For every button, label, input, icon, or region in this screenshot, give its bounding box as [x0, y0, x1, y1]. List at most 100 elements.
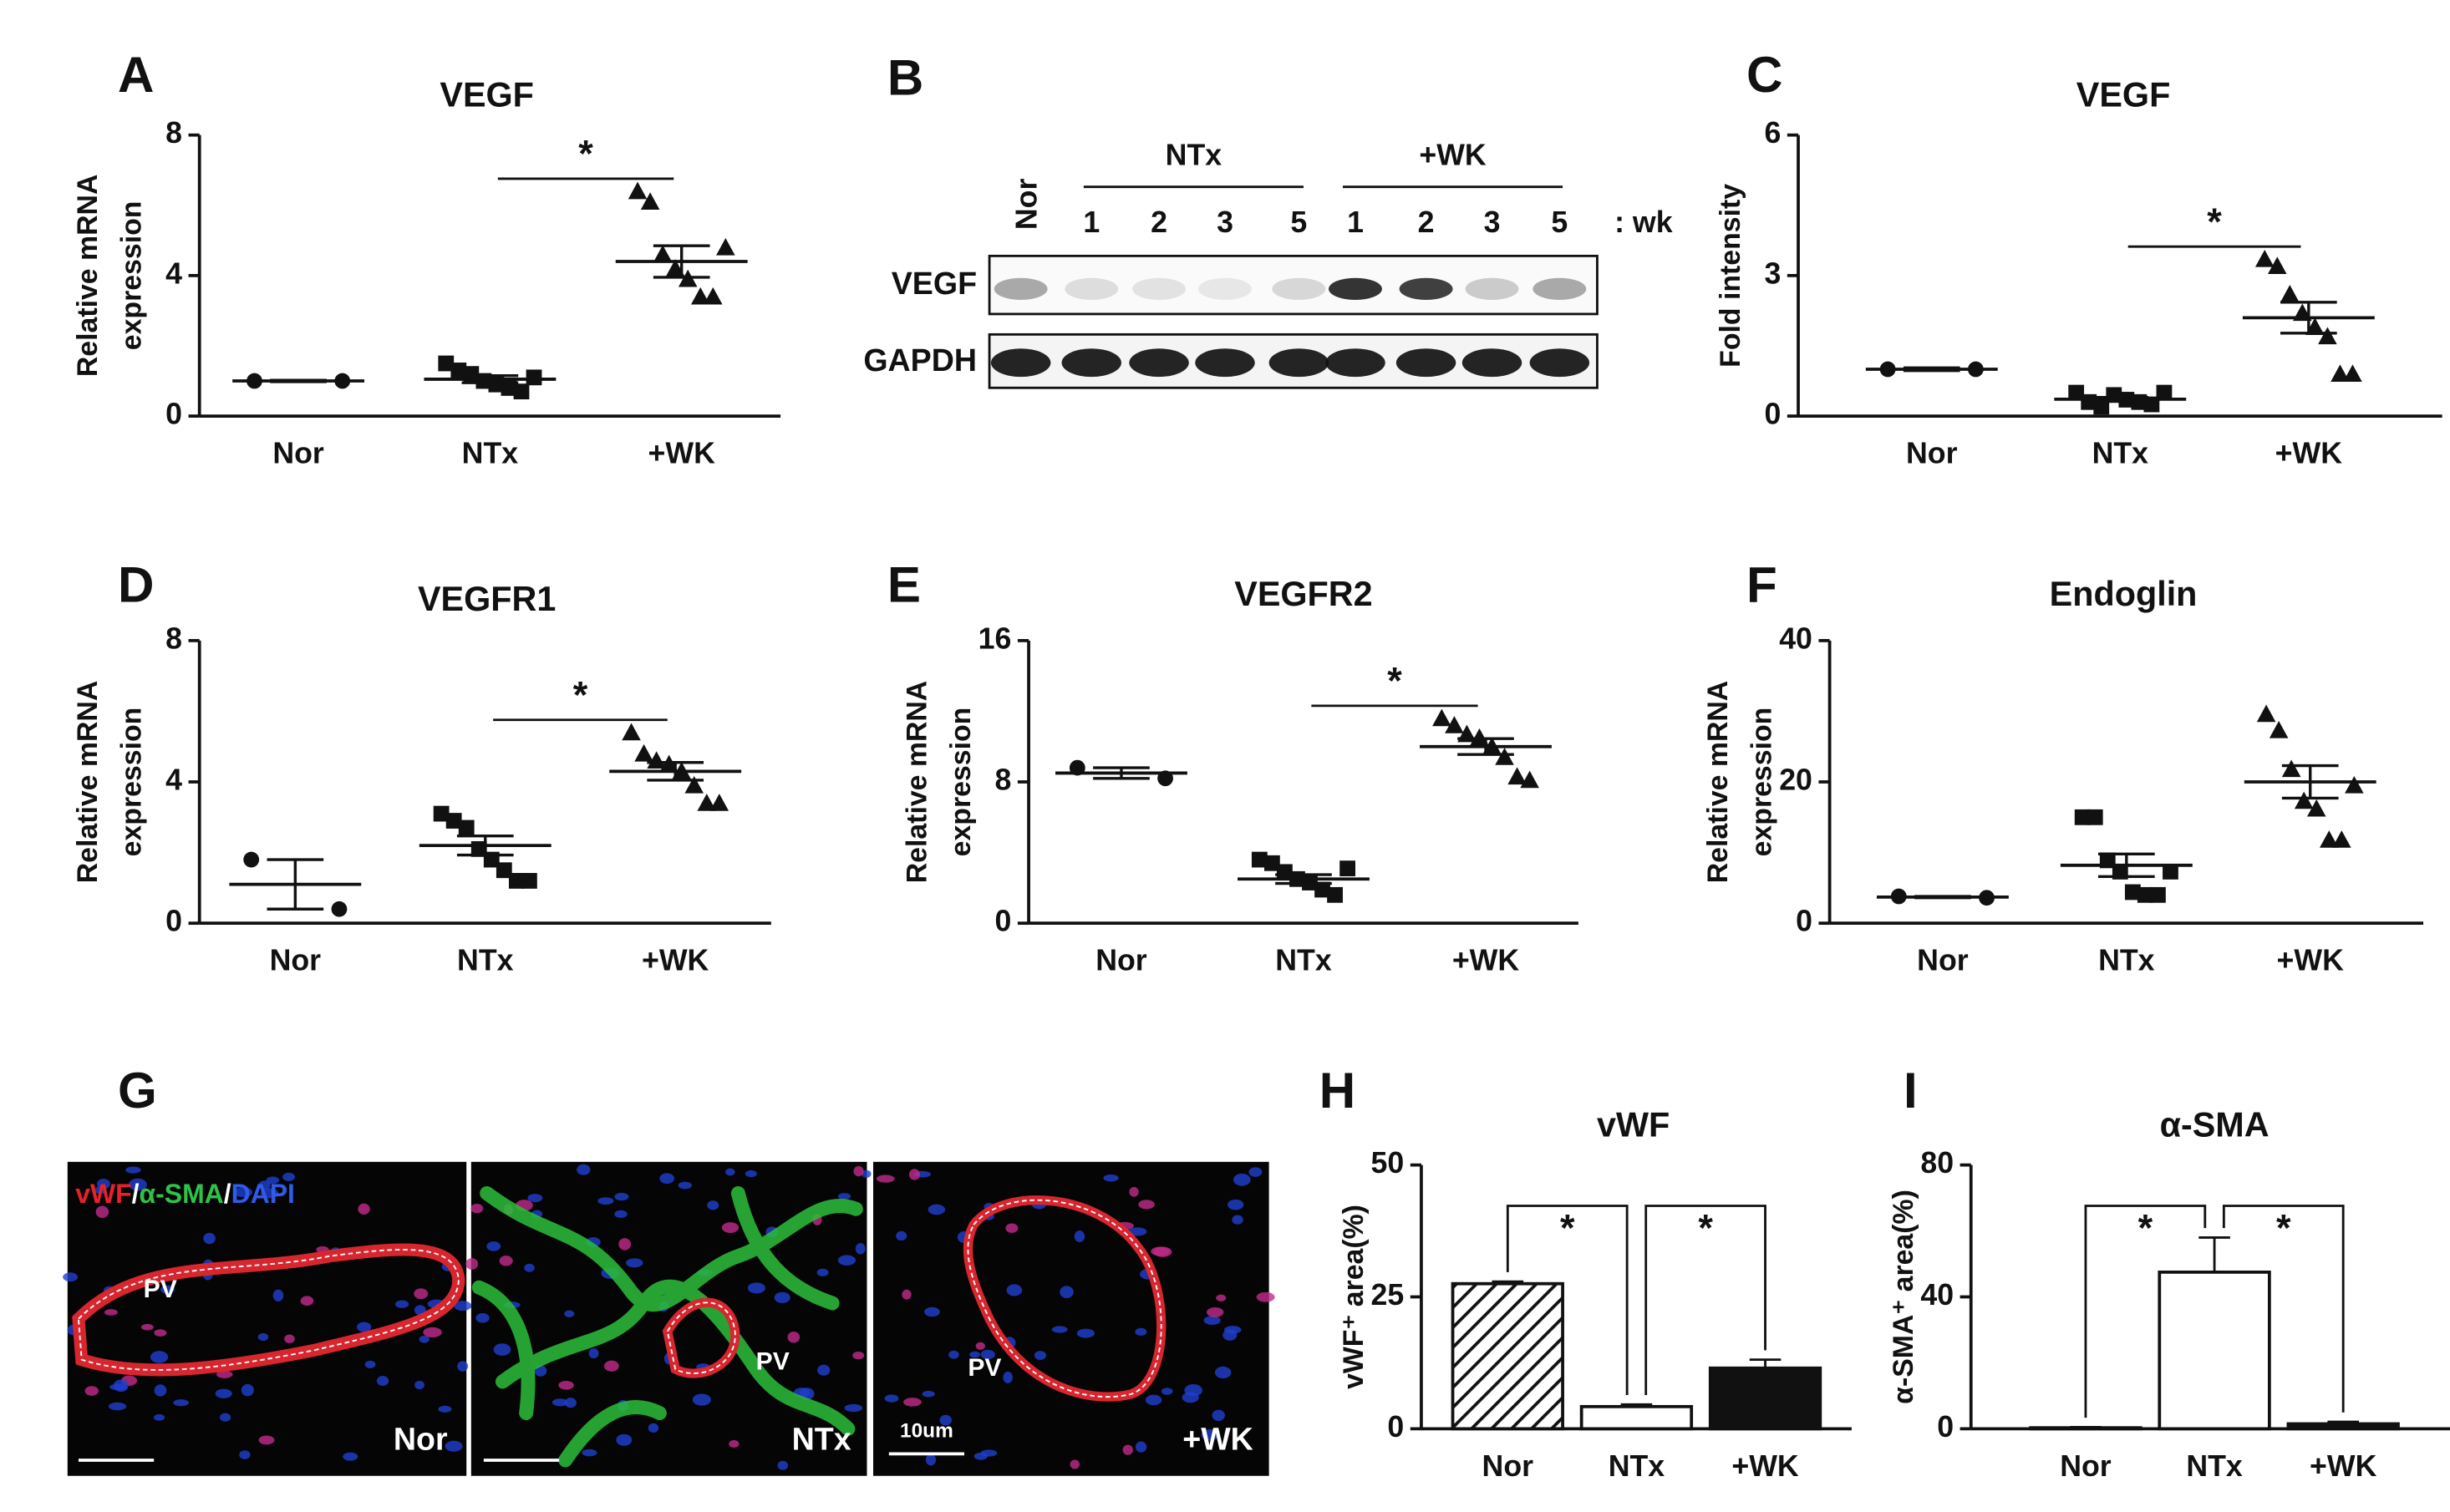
stain-name: /: [132, 1180, 140, 1210]
nucleus: [216, 1370, 233, 1378]
significance-label: *: [573, 673, 588, 716]
y-tick-label: 0: [165, 398, 182, 431]
band: [1529, 348, 1590, 378]
nucleus: [414, 1288, 429, 1300]
dot: [2269, 720, 2289, 738]
y-tick-label: 50: [1371, 1146, 1405, 1180]
dot: [1327, 886, 1343, 903]
y-tick-label: 0: [995, 905, 1012, 938]
nucleus: [160, 1285, 175, 1294]
nucleus: [1203, 1316, 1221, 1325]
nucleus: [63, 1272, 79, 1282]
nucleus: [257, 1332, 269, 1342]
nucleus: [284, 1334, 295, 1343]
micrographs: G vWF/α-SMA/DAPI PV PV PV Nor NTx +WK 10…: [63, 1063, 1275, 1476]
nucleus: [1201, 1429, 1218, 1441]
nucleus: [973, 1452, 988, 1460]
nucleus: [376, 1376, 389, 1386]
x-tick-label: NTx: [1609, 1449, 1665, 1483]
nucleus: [260, 1188, 279, 1199]
stain-name: α-SMA: [140, 1180, 224, 1210]
dot: [2137, 886, 2153, 903]
vessel-label: PV: [144, 1276, 177, 1303]
nucleus: [558, 1380, 574, 1390]
panel-letter: E: [887, 557, 921, 613]
band: [1461, 348, 1522, 378]
error-bar: [2097, 852, 2155, 879]
dot: [1470, 728, 1489, 746]
lane-label: 3: [1484, 205, 1501, 239]
band: [1329, 277, 1382, 301]
nucleus: [552, 1398, 568, 1407]
x-tick-label: Nor: [272, 437, 324, 470]
nucleus: [588, 1347, 599, 1359]
dot: [1432, 708, 1451, 727]
dot: [438, 355, 455, 372]
nucleus: [908, 1169, 921, 1180]
nucleus: [1135, 1327, 1147, 1337]
nucleus: [844, 1403, 863, 1413]
dot: [2332, 830, 2351, 848]
significance-bracket: [2222, 1205, 2345, 1413]
panel-letter: D: [118, 557, 154, 613]
nucleus: [364, 1360, 376, 1368]
image-label: Nor: [394, 1421, 448, 1456]
error-bar: [461, 374, 519, 384]
image-label: NTx: [792, 1421, 851, 1456]
band: [1268, 348, 1329, 378]
nucleus: [282, 1172, 296, 1181]
nucleus: [925, 1454, 937, 1466]
significance-label: *: [2276, 1206, 2291, 1249]
stain: [495, 1279, 856, 1436]
chart-title: Endoglin: [2050, 575, 2198, 613]
nucleus: [582, 1449, 597, 1457]
nucleus: [1122, 1444, 1133, 1455]
nucleus: [1034, 1351, 1047, 1360]
nucleus: [94, 1185, 107, 1195]
stain: [471, 1280, 536, 1421]
x-tick-label: NTx: [2092, 437, 2149, 470]
nucleus: [215, 1388, 232, 1398]
band: [1272, 277, 1326, 301]
vessel-label: PV: [756, 1347, 790, 1375]
nucleus: [852, 1351, 865, 1360]
nucleus: [84, 1386, 99, 1396]
dot: [653, 245, 673, 263]
dot: [1263, 855, 1280, 871]
lane-label: 3: [1217, 205, 1233, 239]
band: [1195, 348, 1255, 378]
lane-label: 1: [1347, 205, 1364, 239]
nucleus: [614, 1210, 628, 1219]
nucleus: [725, 1168, 735, 1176]
error-bar: [653, 244, 710, 279]
bar: [1579, 1404, 1694, 1431]
y-tick-label: 20: [1779, 763, 1812, 796]
nucleus: [837, 1255, 856, 1266]
nucleus: [884, 1394, 899, 1403]
nucleus: [777, 1460, 789, 1470]
dot: [331, 901, 348, 917]
nucleus: [104, 1309, 118, 1316]
dot: [2320, 830, 2339, 848]
dot: [1445, 716, 1464, 733]
nucleus: [625, 1258, 643, 1268]
error-bar: [2281, 764, 2339, 800]
nucleus: [258, 1435, 275, 1445]
significance-bracket: [1644, 1205, 1766, 1396]
nucleus: [1145, 1394, 1162, 1406]
nucleus: [423, 1327, 442, 1338]
band: [994, 277, 1048, 301]
x-tick-label: NTx: [2186, 1449, 2243, 1483]
stain-name: DAPI: [231, 1180, 295, 1210]
nucleus: [394, 1300, 409, 1308]
y-tick-label: 25: [1371, 1278, 1405, 1312]
band: [1325, 348, 1385, 378]
significance-label: *: [2138, 1206, 2153, 1249]
dot: [665, 259, 685, 277]
x-tick-label: NTx: [2098, 944, 2155, 977]
nucleus: [707, 1200, 719, 1210]
nucleus: [1138, 1200, 1155, 1210]
band: [1198, 277, 1252, 301]
nucleus: [465, 1258, 479, 1270]
